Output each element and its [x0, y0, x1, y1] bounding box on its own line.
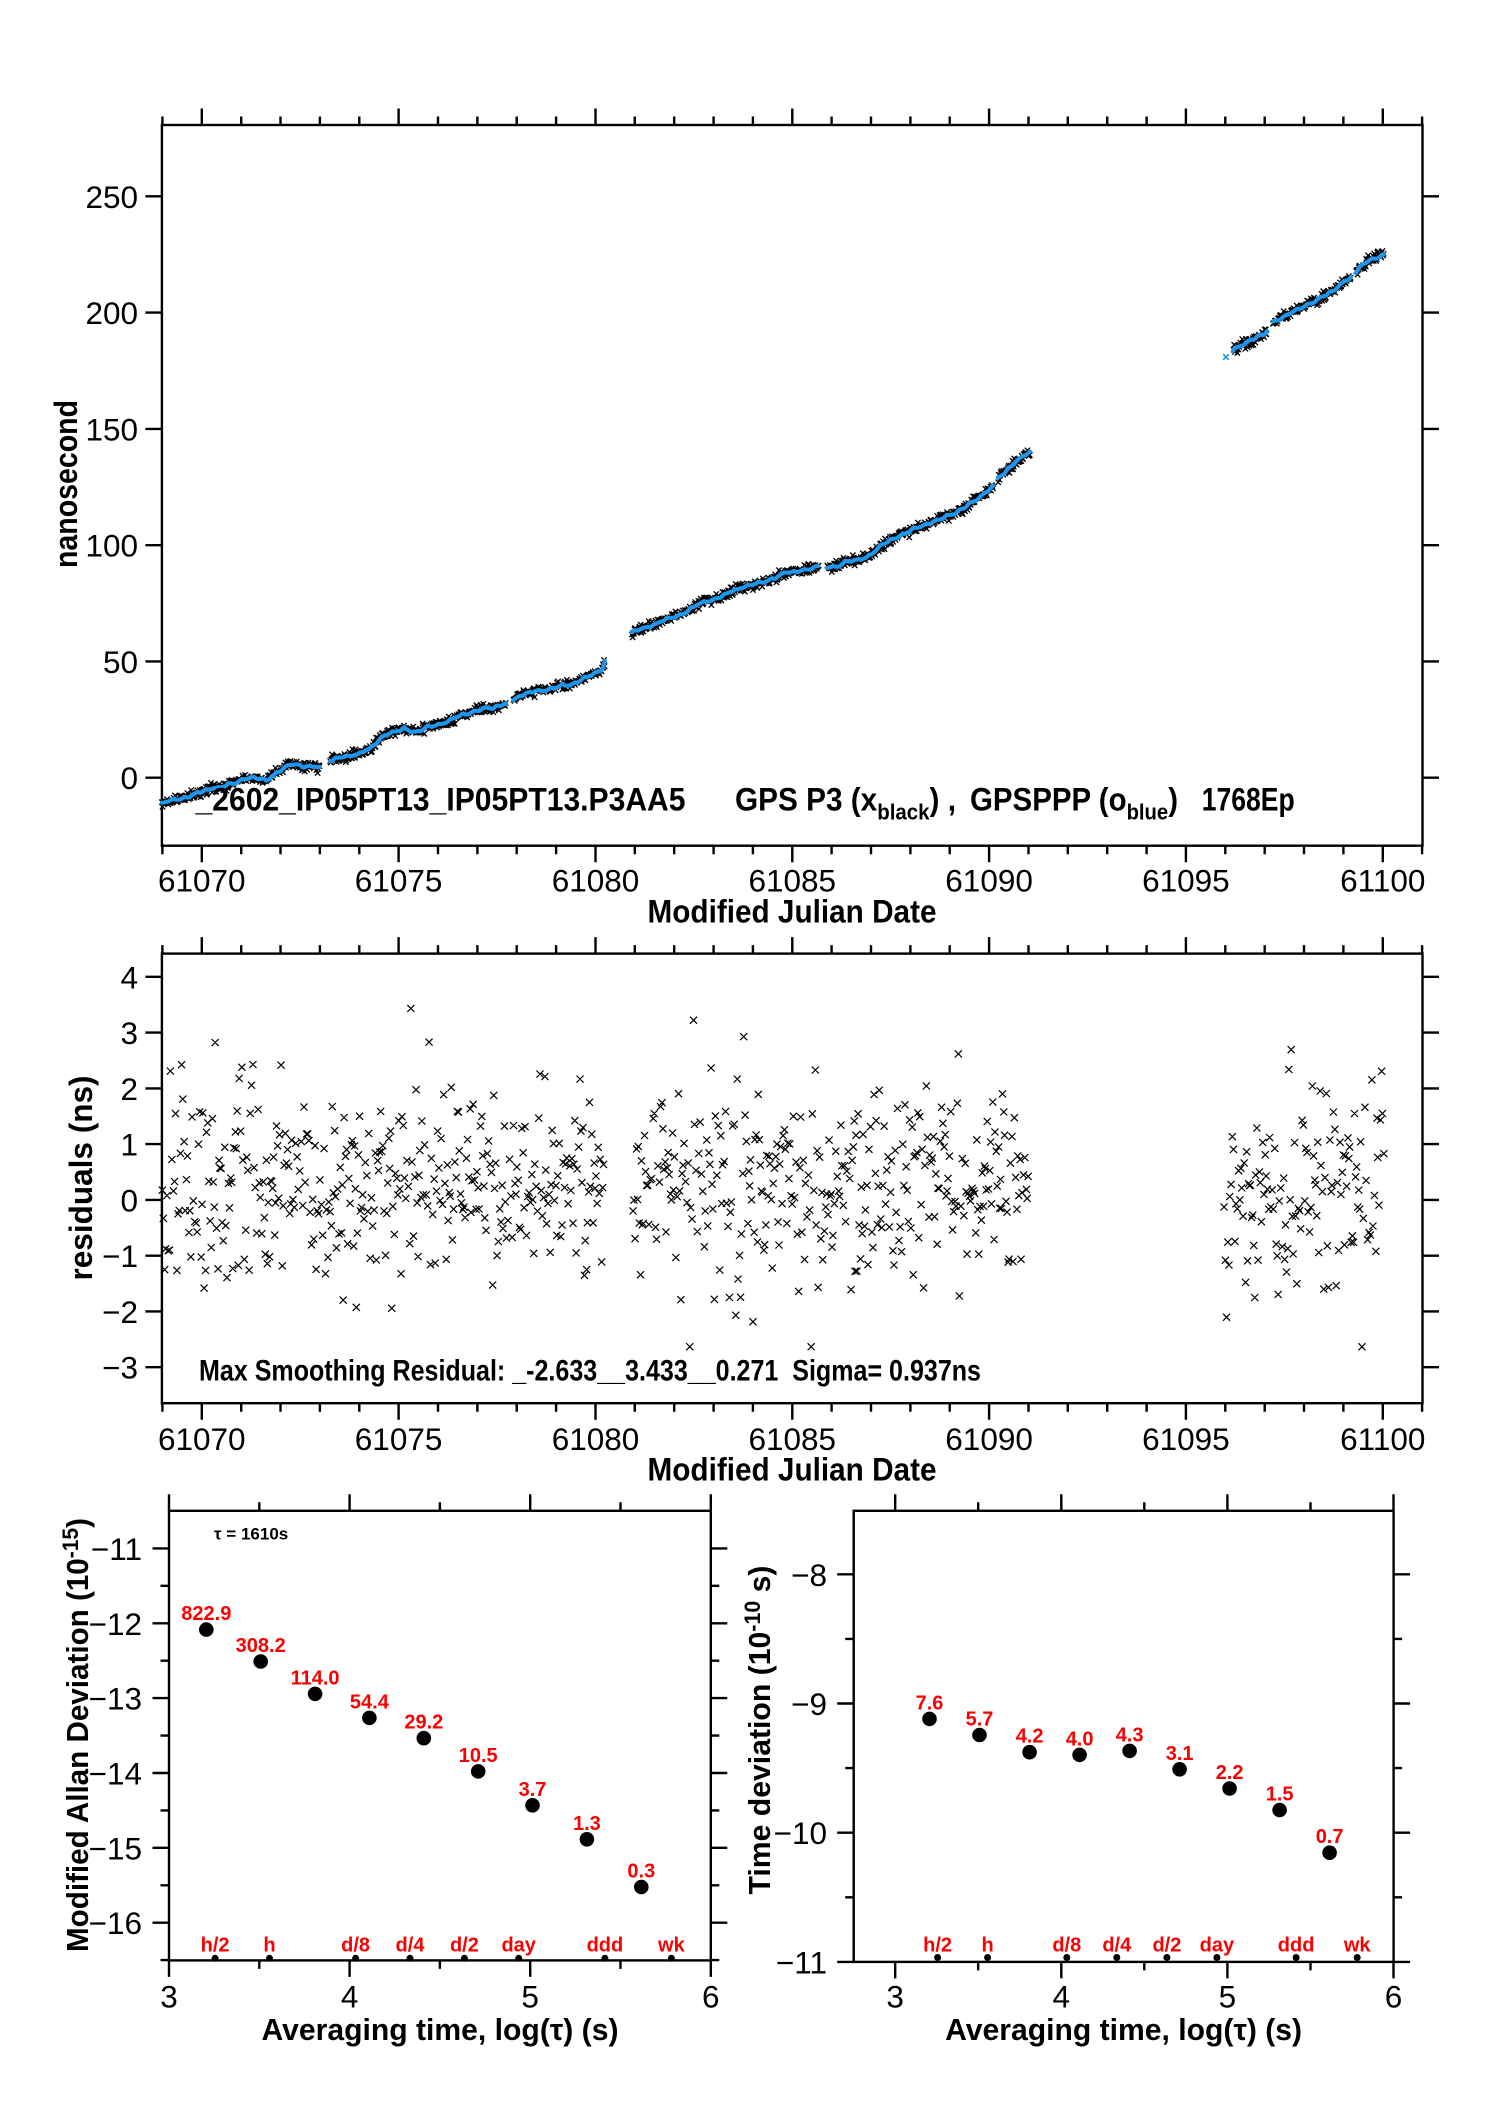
svg-text:61070: 61070 [158, 863, 246, 899]
svg-text:61100: 61100 [1340, 863, 1425, 899]
svg-text:d/8: d/8 [341, 1935, 370, 1957]
svg-text:−1: −1 [102, 1238, 138, 1274]
svg-text:3.1: 3.1 [1166, 1743, 1194, 1765]
svg-text:Averaging time, log(τ) (s): Averaging time, log(τ) (s) [262, 2012, 619, 2047]
svg-text:_2602_IP05PT13_IP05PT13.P3AA5: _2602_IP05PT13_IP05PT13.P3AA5 [195, 782, 686, 818]
svg-text:−3: −3 [102, 1350, 138, 1386]
svg-text:wk: wk [1343, 1935, 1372, 1957]
svg-text:822.9: 822.9 [181, 1603, 231, 1625]
svg-text:6: 6 [1385, 1978, 1403, 2014]
svg-text:3: 3 [160, 1978, 178, 2014]
svg-text:1: 1 [120, 1127, 138, 1163]
svg-text:61070: 61070 [158, 1421, 246, 1457]
svg-text:61085: 61085 [748, 1421, 836, 1457]
svg-text:2.2: 2.2 [1216, 1762, 1244, 1784]
svg-text:61100: 61100 [1340, 1421, 1425, 1457]
svg-text:61080: 61080 [552, 1421, 640, 1457]
svg-text:wk: wk [657, 1935, 686, 1957]
svg-text:4: 4 [341, 1978, 359, 2014]
svg-text:h: h [981, 1935, 993, 1957]
svg-text:4.0: 4.0 [1066, 1728, 1094, 1750]
svg-text:0: 0 [120, 1182, 138, 1218]
svg-text:−10: −10 [774, 1815, 827, 1851]
svg-text:3: 3 [886, 1978, 904, 2014]
svg-text:5: 5 [1219, 1978, 1237, 2014]
svg-text:5.7: 5.7 [966, 1709, 994, 1731]
svg-text:d/2: d/2 [450, 1935, 479, 1957]
svg-text:2: 2 [120, 1071, 138, 1107]
svg-text:61090: 61090 [945, 863, 1033, 899]
svg-text:114.0: 114.0 [291, 1667, 340, 1689]
svg-text:200: 200 [85, 295, 138, 331]
svg-text:4: 4 [1053, 1978, 1071, 2014]
svg-text:day: day [1200, 1935, 1235, 1957]
svg-text:61095: 61095 [1142, 863, 1230, 899]
svg-text:h/2: h/2 [923, 1935, 952, 1957]
svg-text:Modified Julian Date: Modified Julian Date [648, 1452, 937, 1488]
svg-text:d/8: d/8 [1052, 1935, 1081, 1957]
svg-text:d/4: d/4 [396, 1935, 426, 1957]
svg-text:308.2: 308.2 [236, 1635, 286, 1657]
svg-text:4: 4 [120, 959, 138, 995]
svg-text:d/4: d/4 [1102, 1935, 1132, 1957]
svg-text:ddd: ddd [587, 1935, 624, 1957]
svg-text:−2: −2 [102, 1294, 138, 1330]
svg-text:Averaging time, log(τ) (s): Averaging time, log(τ) (s) [945, 2012, 1302, 2047]
svg-text:Modified Allan Deviation (10-1: Modified Allan Deviation (10-15) [58, 1518, 95, 1952]
svg-text:residuals (ns): residuals (ns) [63, 1076, 99, 1281]
svg-text:4.2: 4.2 [1016, 1726, 1044, 1748]
svg-text:7.6: 7.6 [916, 1692, 944, 1714]
svg-text:54.4: 54.4 [350, 1691, 390, 1713]
svg-text:0: 0 [120, 760, 138, 796]
svg-text:100: 100 [85, 528, 138, 564]
svg-text:Time deviation (10-10 s): Time deviation (10-10 s) [740, 1566, 777, 1895]
svg-text:nanosecond: nanosecond [48, 400, 84, 568]
svg-text:−12: −12 [89, 1606, 142, 1642]
svg-text:−9: −9 [791, 1686, 827, 1722]
svg-text:h/2: h/2 [201, 1935, 230, 1957]
svg-text:3.7: 3.7 [519, 1779, 547, 1801]
svg-text:−11: −11 [776, 1944, 827, 1980]
svg-text:50: 50 [103, 644, 138, 680]
svg-text:τ = 1610s: τ = 1610s [214, 1524, 288, 1543]
svg-text:Modified Julian Date: Modified Julian Date [648, 894, 937, 930]
svg-text:61095: 61095 [1142, 1421, 1230, 1457]
svg-text:5: 5 [521, 1978, 539, 2014]
svg-text:3: 3 [120, 1015, 138, 1051]
svg-text:150: 150 [85, 411, 138, 447]
svg-text:−8: −8 [791, 1557, 827, 1593]
svg-text:h: h [263, 1935, 275, 1957]
svg-text:1.5: 1.5 [1266, 1784, 1294, 1806]
svg-text:29.2: 29.2 [404, 1712, 443, 1734]
svg-text:ddd: ddd [1278, 1935, 1315, 1957]
svg-text:d/2: d/2 [1152, 1935, 1181, 1957]
svg-text:61080: 61080 [552, 863, 640, 899]
svg-text:1.3: 1.3 [573, 1813, 601, 1835]
svg-text:1768Ep: 1768Ep [1202, 782, 1295, 818]
svg-text:−13: −13 [89, 1681, 142, 1717]
svg-text:6: 6 [702, 1978, 720, 2014]
svg-text:61085: 61085 [748, 863, 836, 899]
svg-text:day: day [501, 1935, 536, 1957]
svg-text:−11: −11 [91, 1531, 142, 1567]
svg-text:−15: −15 [89, 1830, 142, 1866]
svg-text:61090: 61090 [945, 1421, 1033, 1457]
svg-text:61075: 61075 [355, 863, 443, 899]
svg-text:4.3: 4.3 [1116, 1724, 1144, 1746]
svg-text:Max Smoothing Residual: _-2.63: Max Smoothing Residual: _-2.633__3.433__… [199, 1355, 981, 1388]
svg-text:−14: −14 [89, 1756, 142, 1792]
svg-text:250: 250 [85, 179, 138, 215]
svg-text:0.3: 0.3 [627, 1861, 655, 1883]
svg-text:−16: −16 [89, 1905, 142, 1941]
svg-text:10.5: 10.5 [459, 1745, 498, 1767]
svg-text:0.7: 0.7 [1316, 1826, 1344, 1848]
svg-text:61075: 61075 [355, 1421, 443, 1457]
